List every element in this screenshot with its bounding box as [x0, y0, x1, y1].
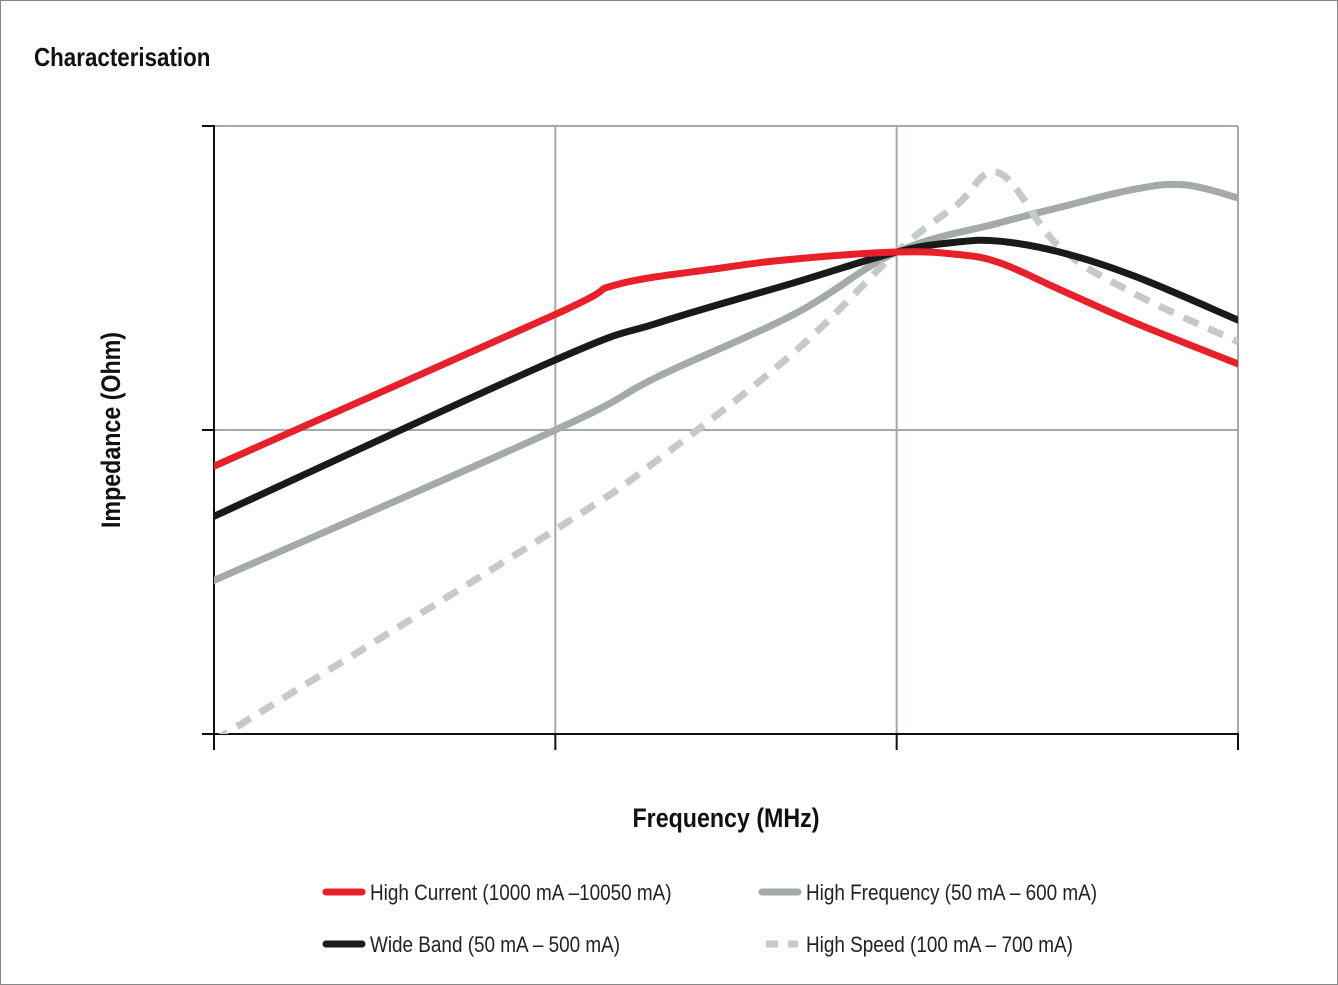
legend: High Current (1000 mA –10050 mA) High Fre… — [322, 881, 1097, 958]
series-line-wide-band — [214, 236, 1238, 520]
legend-label: High Frequency (50 mA – 600 mA) — [806, 881, 1097, 906]
y-axis-label: Impedance (Ohm) — [96, 332, 126, 528]
legend-label: High Speed (100 mA – 700 mA) — [806, 933, 1073, 958]
legend-label: High Current (1000 mA –10050 mA) — [370, 881, 672, 906]
legend-item-high-frequency: High Frequency (50 mA – 600 mA) — [758, 881, 1097, 906]
legend-label: Wide Band (50 mA – 500 mA) — [370, 933, 620, 958]
series-line-high-frequency — [214, 180, 1238, 584]
axes — [202, 125, 1239, 750]
legend-item-high-current: High Current (1000 mA –10050 mA) — [322, 881, 672, 906]
series-line-high-current — [214, 248, 1238, 470]
series-line-high-speed — [218, 168, 1238, 734]
grid-lines — [213, 125, 1239, 735]
series-group — [214, 168, 1238, 734]
chart-title: Characterisation — [34, 42, 211, 72]
legend-item-wide-band: Wide Band (50 mA – 500 mA) — [322, 933, 620, 958]
x-axis-label: Frequency (MHz) — [632, 803, 819, 833]
legend-item-high-speed: High Speed (100 mA – 700 mA) — [766, 933, 1073, 958]
